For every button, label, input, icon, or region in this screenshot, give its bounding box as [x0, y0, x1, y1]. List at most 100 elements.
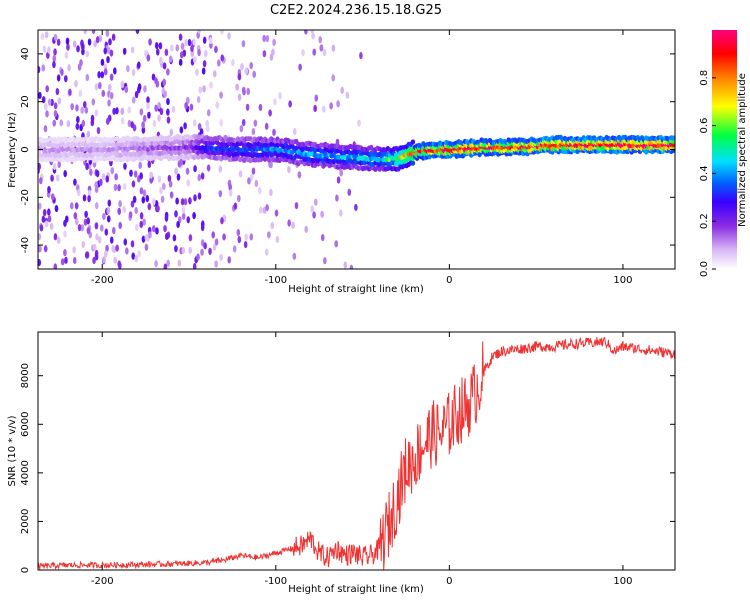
spectrogram-cell	[275, 235, 280, 244]
spectrogram-cell	[103, 47, 108, 55]
spectrogram-cell	[73, 212, 78, 220]
spectrogram-cell	[176, 220, 180, 229]
spectrogram-cell	[107, 83, 112, 92]
spectrogram-cell	[183, 122, 187, 130]
spectrogram-cell	[192, 38, 196, 46]
spectrogram-cell	[63, 219, 67, 227]
spectrogram-cell	[331, 44, 336, 52]
spectrogram-cell	[163, 90, 168, 98]
spectrogram-cell	[186, 216, 191, 224]
spectrogram-cell	[201, 67, 206, 75]
spectrogram-cell	[163, 224, 167, 233]
spectrogram-cell	[167, 174, 172, 183]
spectrogram-cell	[113, 183, 118, 192]
spectrogram-cell	[200, 220, 205, 228]
spectrogram-cell	[47, 98, 52, 106]
spectrogram-x-label: Height of straight line (km)	[288, 284, 424, 295]
spectrogram-cell	[104, 250, 108, 258]
spectrogram-cell	[320, 210, 324, 218]
spectrogram-cell	[87, 189, 92, 197]
spectrogram-cell	[237, 235, 242, 244]
spectrogram-cell	[273, 98, 277, 106]
spectrogram-cell	[86, 130, 91, 138]
spectrogram-cell	[132, 195, 137, 204]
spectrogram-cell	[52, 162, 57, 171]
spectrogram-cell	[56, 74, 61, 82]
spectrogram-x-tick-label: 100	[613, 275, 632, 286]
snr-y-label: SNR (10 * v/v)	[7, 415, 18, 486]
spectrogram-x-tick-label: -200	[91, 275, 114, 286]
spectrogram-cell	[100, 58, 105, 66]
spectrogram-cell	[253, 119, 258, 127]
spectrogram-cell	[312, 211, 316, 219]
spectrogram-cell	[166, 98, 170, 106]
spectrogram-cell	[180, 42, 185, 50]
spectrogram-cell	[39, 177, 43, 185]
spectrogram-cell	[217, 59, 221, 67]
spectrogram-cell	[141, 126, 146, 134]
snr-y-tick-label: 8000	[20, 363, 31, 388]
spectrogram-cell	[55, 87, 60, 96]
spectrogram-cell	[262, 50, 267, 58]
spectrogram-cell	[321, 105, 326, 113]
spectrogram-cell	[66, 120, 71, 128]
spectrogram-cell	[192, 262, 197, 269]
spectrogram-cell	[291, 221, 295, 229]
spectrogram-cell	[82, 100, 87, 109]
spectrogram-cell	[128, 211, 133, 219]
spectrogram-cell	[95, 170, 100, 178]
spectrogram-cell	[76, 115, 80, 124]
spectrogram-cell	[57, 160, 62, 169]
spectrogram-cell	[123, 238, 128, 246]
spectrogram-cell	[155, 227, 159, 235]
spectrogram-cell	[38, 233, 42, 241]
spectrogram-cell	[166, 108, 170, 116]
spectrogram-cell	[85, 50, 89, 58]
spectrogram-cell	[169, 44, 174, 52]
spectrogram-cell	[197, 192, 202, 200]
spectrogram-cell	[323, 257, 327, 265]
spectrogram-cell	[156, 205, 160, 213]
spectrogram-cell	[146, 54, 151, 62]
spectrogram-cell	[262, 34, 266, 43]
spectrogram-cell	[60, 68, 64, 76]
spectrogram-cell	[169, 191, 174, 199]
spectrogram-cell	[188, 234, 193, 242]
spectrogram-cell	[144, 49, 148, 57]
snr-x-tick-label: 0	[446, 576, 452, 587]
spectrogram-cell	[219, 91, 223, 99]
spectrogram-cell	[83, 30, 88, 35]
spectrogram-cell	[196, 96, 201, 104]
spectrogram-cell	[205, 125, 210, 133]
spectrogram-cell	[254, 179, 259, 188]
spectrogram-cell	[148, 38, 152, 46]
spectrogram-cell	[310, 205, 315, 213]
spectrogram-cell	[200, 172, 205, 180]
spectrogram-cell	[298, 63, 302, 71]
spectrogram-cell	[117, 184, 121, 192]
spectrogram-cell	[267, 231, 271, 239]
spectrogram-cell	[87, 38, 92, 46]
spectrogram-cell	[73, 178, 77, 186]
spectrogram-cell	[47, 46, 51, 54]
spectrogram-cell	[41, 96, 46, 104]
spectrogram-cell	[93, 40, 97, 48]
spectrogram-cell	[219, 119, 223, 127]
spectrogram-cell	[72, 40, 77, 48]
spectrogram-x-tick-label: 0	[446, 275, 452, 286]
spectrogram-cell	[214, 45, 218, 54]
spectrogram-cell	[86, 217, 91, 225]
colorbar-tick-label: 0.6	[699, 118, 710, 134]
spectrogram-cell	[154, 260, 158, 268]
spectrogram-cell	[168, 55, 173, 63]
spectrogram-cell	[115, 244, 119, 252]
spectrogram-cell	[130, 121, 135, 129]
spectrogram-cell	[243, 240, 248, 249]
spectrogram-cell	[197, 30, 202, 34]
spectrogram-cell	[271, 48, 275, 56]
spectrogram-cell	[166, 259, 170, 267]
spectrogram-cell	[166, 116, 171, 124]
spectrogram-cell	[59, 119, 64, 127]
spectrogram-cell	[157, 114, 161, 122]
